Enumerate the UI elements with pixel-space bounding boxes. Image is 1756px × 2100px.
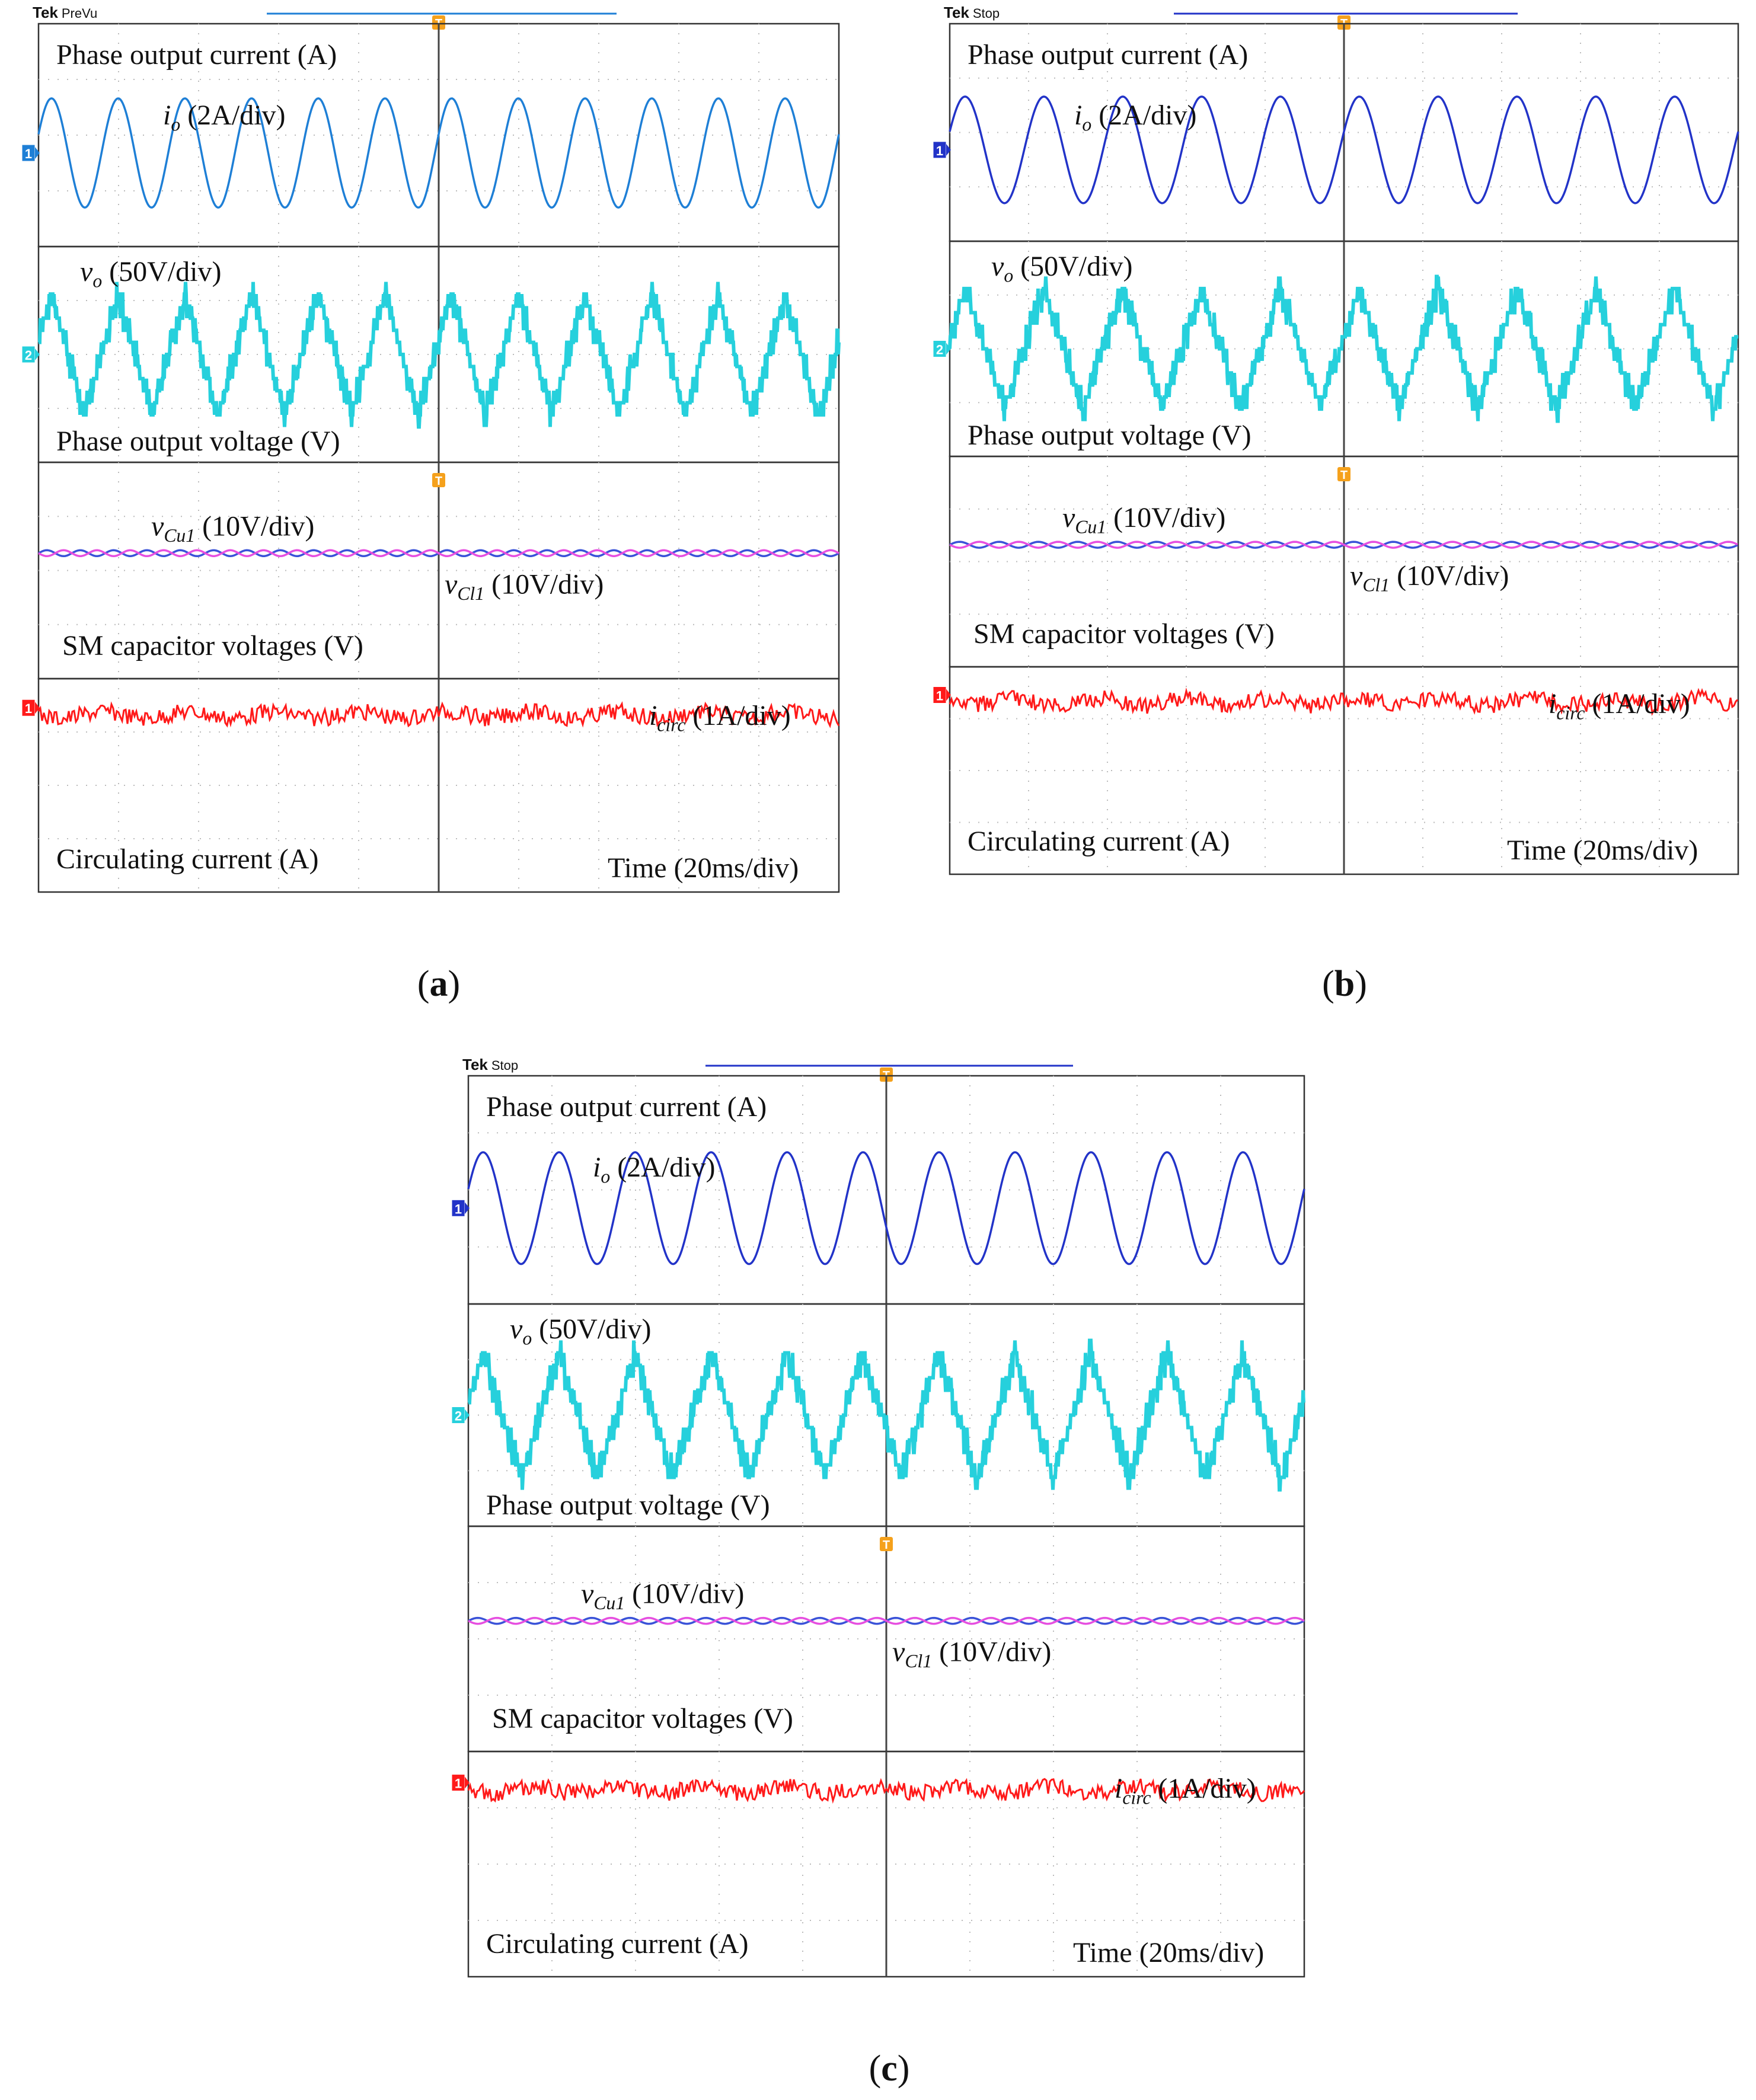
series-vcl1 <box>38 549 839 558</box>
channel-2-marker: 2 <box>933 340 951 357</box>
series-icirc <box>949 687 1739 717</box>
plot-phase-current: 1 Phase output current (A) io (2A/div) <box>451 1075 1305 1305</box>
svg-text:1: 1 <box>25 701 32 716</box>
plot-phase-current: 1 Phase output current (A) io (2A/div) <box>933 23 1739 242</box>
trigger-marker: T <box>1337 467 1350 482</box>
channel-1-marker: 1 <box>933 686 951 704</box>
svg-text:2: 2 <box>455 1409 462 1424</box>
svg-text:T: T <box>1340 469 1348 482</box>
svg-text:1: 1 <box>455 1776 462 1791</box>
time-label: Time (20ms/div) <box>1507 835 1698 866</box>
phase-voltage-title: Phase output voltage (V) <box>968 420 1251 451</box>
capacitor-title: SM capacitor voltages (V) <box>492 1703 793 1734</box>
plot-circulating-current: 1 icirc (1A/div) Circulating current (A) Ti… <box>21 677 840 893</box>
vcu1-label: vCu1 (10V/div) <box>151 510 314 546</box>
capacitor-title: SM capacitor voltages (V) <box>62 630 363 661</box>
plot-circulating-current: 1 icirc (1A/div) Circulating current (A) Ti… <box>933 666 1739 875</box>
scope-header: Tek PreVu <box>33 4 97 21</box>
trigger-marker: T <box>432 473 445 488</box>
io-label: io (2A/div) <box>1074 100 1197 135</box>
phase-voltage-title: Phase output voltage (V) <box>486 1490 770 1521</box>
phase-voltage-title: Phase output voltage (V) <box>56 426 340 457</box>
icirc-label: icirc (1A/div) <box>1549 688 1690 724</box>
circulating-title: Circulating current (A) <box>486 1928 749 1960</box>
vo-label: vo (50V/div) <box>991 251 1132 286</box>
series-vcl1 <box>468 1616 1305 1625</box>
panel-caption: (b) <box>1322 964 1367 1004</box>
series-io <box>949 95 1739 204</box>
trigger-marker: T <box>432 15 445 30</box>
icirc-label: icirc (1A/div) <box>1115 1773 1256 1808</box>
icirc-label: icirc (1A/div) <box>649 700 791 736</box>
time-label: Time (20ms/div) <box>1073 1937 1264 1968</box>
circulating-title: Circulating current (A) <box>56 843 319 875</box>
plot-phase-voltage: 2 vo (50V/div) Phase output voltage (V) <box>451 1303 1305 1527</box>
time-label: Time (20ms/div) <box>608 852 799 884</box>
channel-1-marker: 1 <box>21 144 40 162</box>
plot-phase-voltage: 2 vo (50V/div) Phase output voltage (V) <box>933 240 1739 458</box>
series-vo <box>948 274 1738 423</box>
graticule <box>39 247 839 462</box>
scope-header: Tek Stop <box>944 4 1000 21</box>
graticule <box>39 462 839 679</box>
vcu1-label: vCu1 (10V/div) <box>581 1578 744 1614</box>
vo-label: vo (50V/div) <box>510 1313 651 1349</box>
channel-1-marker: 1 <box>451 1774 470 1792</box>
series-vo <box>468 1338 1305 1492</box>
svg-text:2: 2 <box>936 343 943 357</box>
panel-caption: (a) <box>417 964 460 1004</box>
svg-text:1: 1 <box>936 143 943 158</box>
plot-phase-current: 1 Phase output current (A) io (2A/div) <box>21 23 840 248</box>
vcu1-label: vCu1 (10V/div) <box>1062 502 1225 538</box>
svg-text:1: 1 <box>25 146 32 161</box>
phase-current-title: Phase output current (A) <box>486 1091 767 1123</box>
channel-2-marker: 2 <box>451 1407 470 1424</box>
io-label: io (2A/div) <box>163 100 286 135</box>
panel-caption: (c) <box>869 2048 910 2089</box>
capacitor-title: SM capacitor voltages (V) <box>973 618 1275 650</box>
trigger-marker: T <box>880 1537 893 1552</box>
series-icirc <box>37 701 840 728</box>
phase-current-title: Phase output current (A) <box>968 39 1248 71</box>
series-icirc <box>467 1778 1305 1804</box>
vcl1-label: vCl1 (10V/div) <box>1350 560 1509 596</box>
svg-text:1: 1 <box>455 1201 462 1216</box>
graticule <box>39 679 839 892</box>
phase-current-title: Phase output current (A) <box>56 39 337 71</box>
plot-phase-voltage: 2 vo (50V/div) Phase output voltage (V) <box>21 245 841 464</box>
io-label: io (2A/div) <box>593 1152 716 1187</box>
series-vo <box>38 282 841 429</box>
circulating-title: Circulating current (A) <box>968 826 1230 857</box>
plot-circulating-current: 1 icirc (1A/div) Circulating current (A) Ti… <box>451 1750 1305 1978</box>
channel-1-marker: 1 <box>933 141 951 159</box>
vcl1-label: vCl1 (10V/div) <box>445 568 604 604</box>
series-io <box>37 97 840 209</box>
vcl1-label: vCl1 (10V/div) <box>892 1636 1051 1672</box>
series-io <box>467 1151 1305 1265</box>
channel-1-marker: 1 <box>21 699 40 717</box>
svg-text:T: T <box>435 475 442 488</box>
svg-text:1: 1 <box>936 689 943 704</box>
svg-text:2: 2 <box>25 348 32 363</box>
channel-2-marker: 2 <box>21 346 40 363</box>
scope-header: Tek Stop <box>462 1056 518 1073</box>
svg-text:T: T <box>883 1539 890 1552</box>
vo-label: vo (50V/div) <box>80 256 221 292</box>
series-vcl1 <box>949 541 1738 549</box>
channel-1-marker: 1 <box>451 1199 470 1217</box>
